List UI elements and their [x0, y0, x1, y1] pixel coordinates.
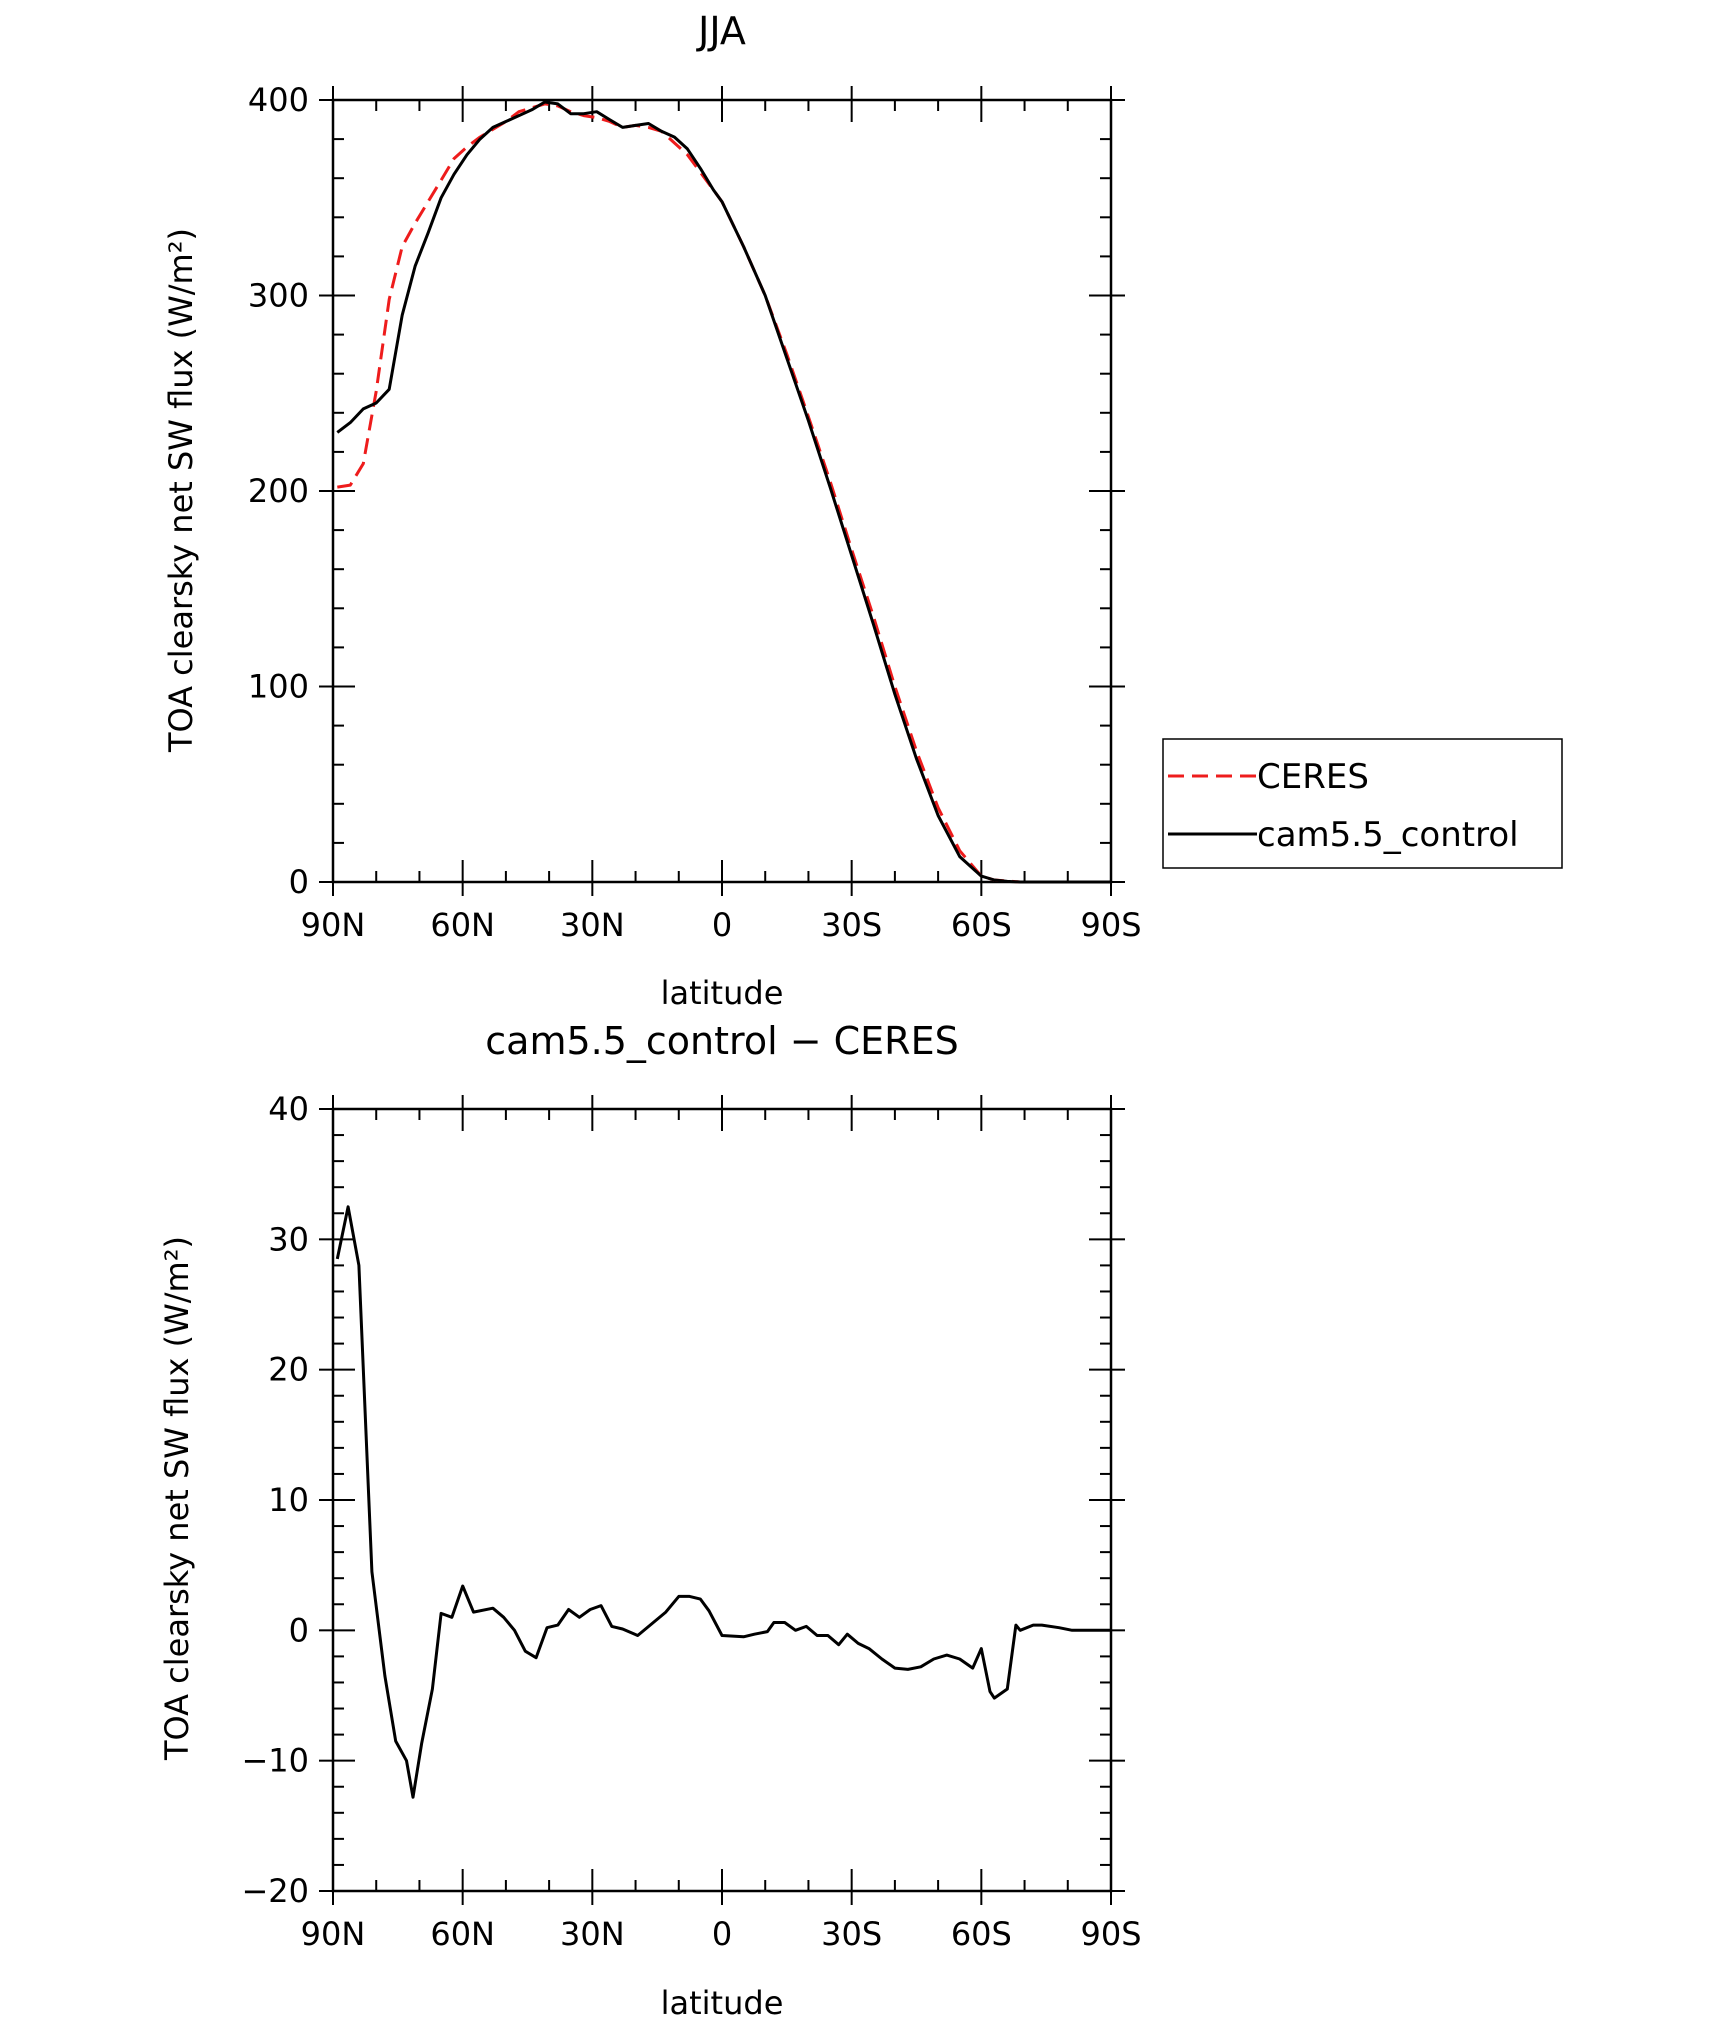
bottom-y-axis-label: TOA clearsky net SW flux (W/m²) — [158, 1236, 196, 1761]
bottom-x-axis-label: latitude — [661, 1984, 784, 2021]
top-y-axis-label: TOA clearsky net SW flux (W/m²) — [162, 228, 200, 753]
legend-label-cam5-5-control: cam5.5_control — [1257, 815, 1519, 855]
top-y-tick-label: 100 — [248, 668, 309, 706]
bottom-y-tick-label: −20 — [241, 1872, 309, 1910]
bottom-y-tick-label: 0 — [289, 1611, 309, 1649]
top-x-tick-label: 90N — [301, 906, 366, 944]
bottom-series-line-difference — [335, 1205, 1111, 1799]
bottom-x-tick-label: 30S — [821, 1915, 882, 1953]
top-y-tick-label: 300 — [248, 277, 309, 315]
top-series-lines — [336, 100, 1111, 884]
top-y-tick-label: 0 — [289, 863, 309, 901]
bottom-y-tick-label: 20 — [268, 1351, 309, 1389]
bottom-x-tick-label: 60N — [430, 1915, 495, 1953]
bottom-plot-area: 90N 60N 30N 0 30S 60S 90S −20 −10 0 10 20 30 40 — [241, 1090, 1141, 1953]
top-x-tick-label: 30N — [560, 906, 625, 944]
top-plot-area: 90N 60N 30N 0 30S 60S 90S 0 100 200 300 400 — [248, 81, 1142, 944]
legend-label-ceres: CERES — [1257, 757, 1369, 797]
top-x-tick-label: 30S — [821, 906, 882, 944]
top-y-tick-label: 400 — [248, 81, 309, 119]
bottom-x-tick-label: 90N — [301, 1915, 366, 1953]
top-y-tick-label: 200 — [248, 472, 309, 510]
bottom-series-lines — [335, 1205, 1111, 1799]
top-series-line-cam5-5-control — [336, 100, 1111, 884]
top-x-tick-label: 60S — [951, 906, 1012, 944]
bottom-x-tick-label: 30N — [560, 1915, 625, 1953]
top-x-axis-label: latitude — [661, 974, 784, 1012]
legend-box — [1162, 738, 1563, 869]
top-x-tick-label: 0 — [712, 906, 732, 944]
bottom-x-tick-label: 60S — [951, 1915, 1012, 1953]
bottom-y-tick-label: −10 — [241, 1742, 309, 1780]
bottom-chart-title: cam5.5_control − CERES — [485, 1019, 958, 1063]
bottom-y-tick-label: 10 — [268, 1481, 309, 1519]
top-panel: JJA latitude TOA clearsky net SW flux (W… — [162, 9, 1563, 1012]
bottom-x-tick-label: 90S — [1080, 1915, 1141, 1953]
legend: CERES cam5.5_control — [1162, 738, 1563, 869]
bottom-x-tick-label: 0 — [712, 1915, 732, 1953]
bottom-y-tick-label: 40 — [268, 1090, 309, 1128]
top-x-tick-label: 60N — [430, 906, 495, 944]
bottom-y-tick-label: 30 — [268, 1220, 309, 1258]
top-chart-title: JJA — [696, 9, 746, 53]
bottom-panel: cam5.5_control − CERES latitude TOA clea… — [158, 1019, 1142, 2021]
top-x-tick-label: 90S — [1080, 906, 1141, 944]
